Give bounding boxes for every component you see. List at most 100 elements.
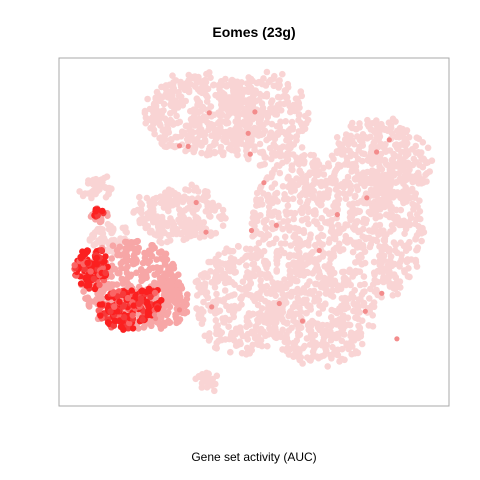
cell-point-low [90, 241, 98, 249]
cell-point-low [272, 190, 279, 198]
cell-point-low [289, 179, 297, 187]
cell-point-low [282, 87, 290, 94]
cell-point-mid [148, 322, 155, 330]
cell-point-low [219, 151, 227, 159]
cell-point-high [107, 308, 114, 315]
cell-point-low [413, 263, 421, 270]
cell-point-low [88, 188, 96, 196]
cell-point-low [351, 193, 359, 201]
cell-point-low [198, 149, 205, 157]
cell-point-low [352, 125, 360, 133]
cell-point-low [136, 219, 144, 227]
cell-point-low [339, 318, 347, 326]
cell-point-low [419, 176, 427, 183]
cell-point-low [268, 120, 276, 128]
cell-point-low [219, 206, 227, 214]
cell-point-mid [117, 260, 125, 267]
cell-point-low [200, 113, 208, 120]
cell-point-low [362, 219, 370, 227]
cell-point-low [376, 243, 383, 250]
cell-point-low [370, 180, 377, 187]
cell-point-mid [374, 149, 380, 155]
cell-point-low [399, 197, 407, 204]
cell-point-low [346, 268, 353, 276]
cell-point-low [346, 147, 354, 155]
cell-point-low [317, 323, 324, 331]
cell-point-low [324, 194, 332, 201]
cell-point-mid [123, 275, 131, 283]
cell-point-low [200, 274, 207, 281]
cell-point-low [408, 256, 415, 263]
cell-point-low [180, 82, 187, 90]
cell-point-low [376, 252, 383, 260]
cell-point-low [242, 97, 249, 104]
cell-point-low [379, 182, 387, 190]
cell-point-mid [85, 296, 93, 304]
cell-point-low [352, 259, 359, 266]
cell-point-low [279, 290, 287, 298]
cell-point-low [335, 196, 343, 203]
cell-point-low [216, 86, 223, 93]
scatter-points [71, 68, 436, 395]
cell-point-high [125, 325, 132, 332]
cell-point-low [290, 215, 298, 223]
cell-point-low [308, 290, 316, 298]
cell-point-low [409, 200, 416, 208]
cell-point-low [298, 144, 306, 151]
cell-point-low [354, 304, 362, 312]
cell-point-low [296, 167, 304, 174]
cell-point-low [211, 127, 219, 135]
cell-point-low [253, 196, 260, 203]
cell-point-low [263, 136, 270, 144]
cell-point-low [271, 180, 279, 187]
cell-point-low [344, 173, 352, 181]
cell-point-low [307, 231, 314, 238]
cell-point-low [198, 380, 206, 387]
cell-point-low [382, 148, 390, 155]
cell-point-low [241, 88, 249, 95]
cell-point-low [98, 176, 105, 183]
cell-point-low [259, 329, 267, 336]
cell-point-low [369, 312, 377, 319]
cell-point-low [277, 333, 285, 341]
cell-point-low [372, 278, 380, 285]
cell-point-low [313, 280, 321, 288]
cell-point-low [282, 118, 290, 125]
cell-point-low [222, 130, 230, 138]
cell-point-low [254, 301, 262, 309]
cell-point-mid [273, 222, 279, 228]
cell-point-low [196, 219, 203, 227]
cell-point-high [120, 314, 128, 321]
cell-point-low [303, 268, 311, 276]
cell-point-low [396, 259, 404, 266]
cell-point-low [363, 199, 370, 207]
cell-point-low [197, 107, 205, 115]
cell-point-low [301, 342, 308, 350]
cell-point-low [243, 262, 250, 269]
cell-point-mid [113, 247, 121, 254]
cell-point-low [342, 131, 350, 138]
cell-point-low [243, 147, 250, 155]
cell-point-low [277, 118, 284, 126]
cell-point-low [424, 144, 432, 152]
cell-point-low [394, 249, 401, 257]
cell-point-low [281, 338, 289, 346]
cell-point-low [194, 97, 202, 104]
cell-point-low [412, 158, 420, 166]
cell-point-low [281, 233, 289, 241]
cell-point-low [316, 302, 323, 309]
cell-point-low [250, 260, 258, 268]
cell-point-low [302, 289, 309, 296]
cell-point-low [326, 274, 334, 282]
cell-point-low [279, 128, 287, 136]
cell-point-low [361, 259, 369, 267]
cell-point-low [386, 199, 393, 207]
cell-point-high [99, 207, 106, 215]
cell-point-low [206, 151, 213, 158]
cell-point-low [263, 282, 271, 290]
cell-point-low [375, 231, 382, 238]
cell-point-low [103, 173, 111, 180]
cell-point-low [300, 296, 308, 304]
cell-point-low [196, 281, 203, 288]
